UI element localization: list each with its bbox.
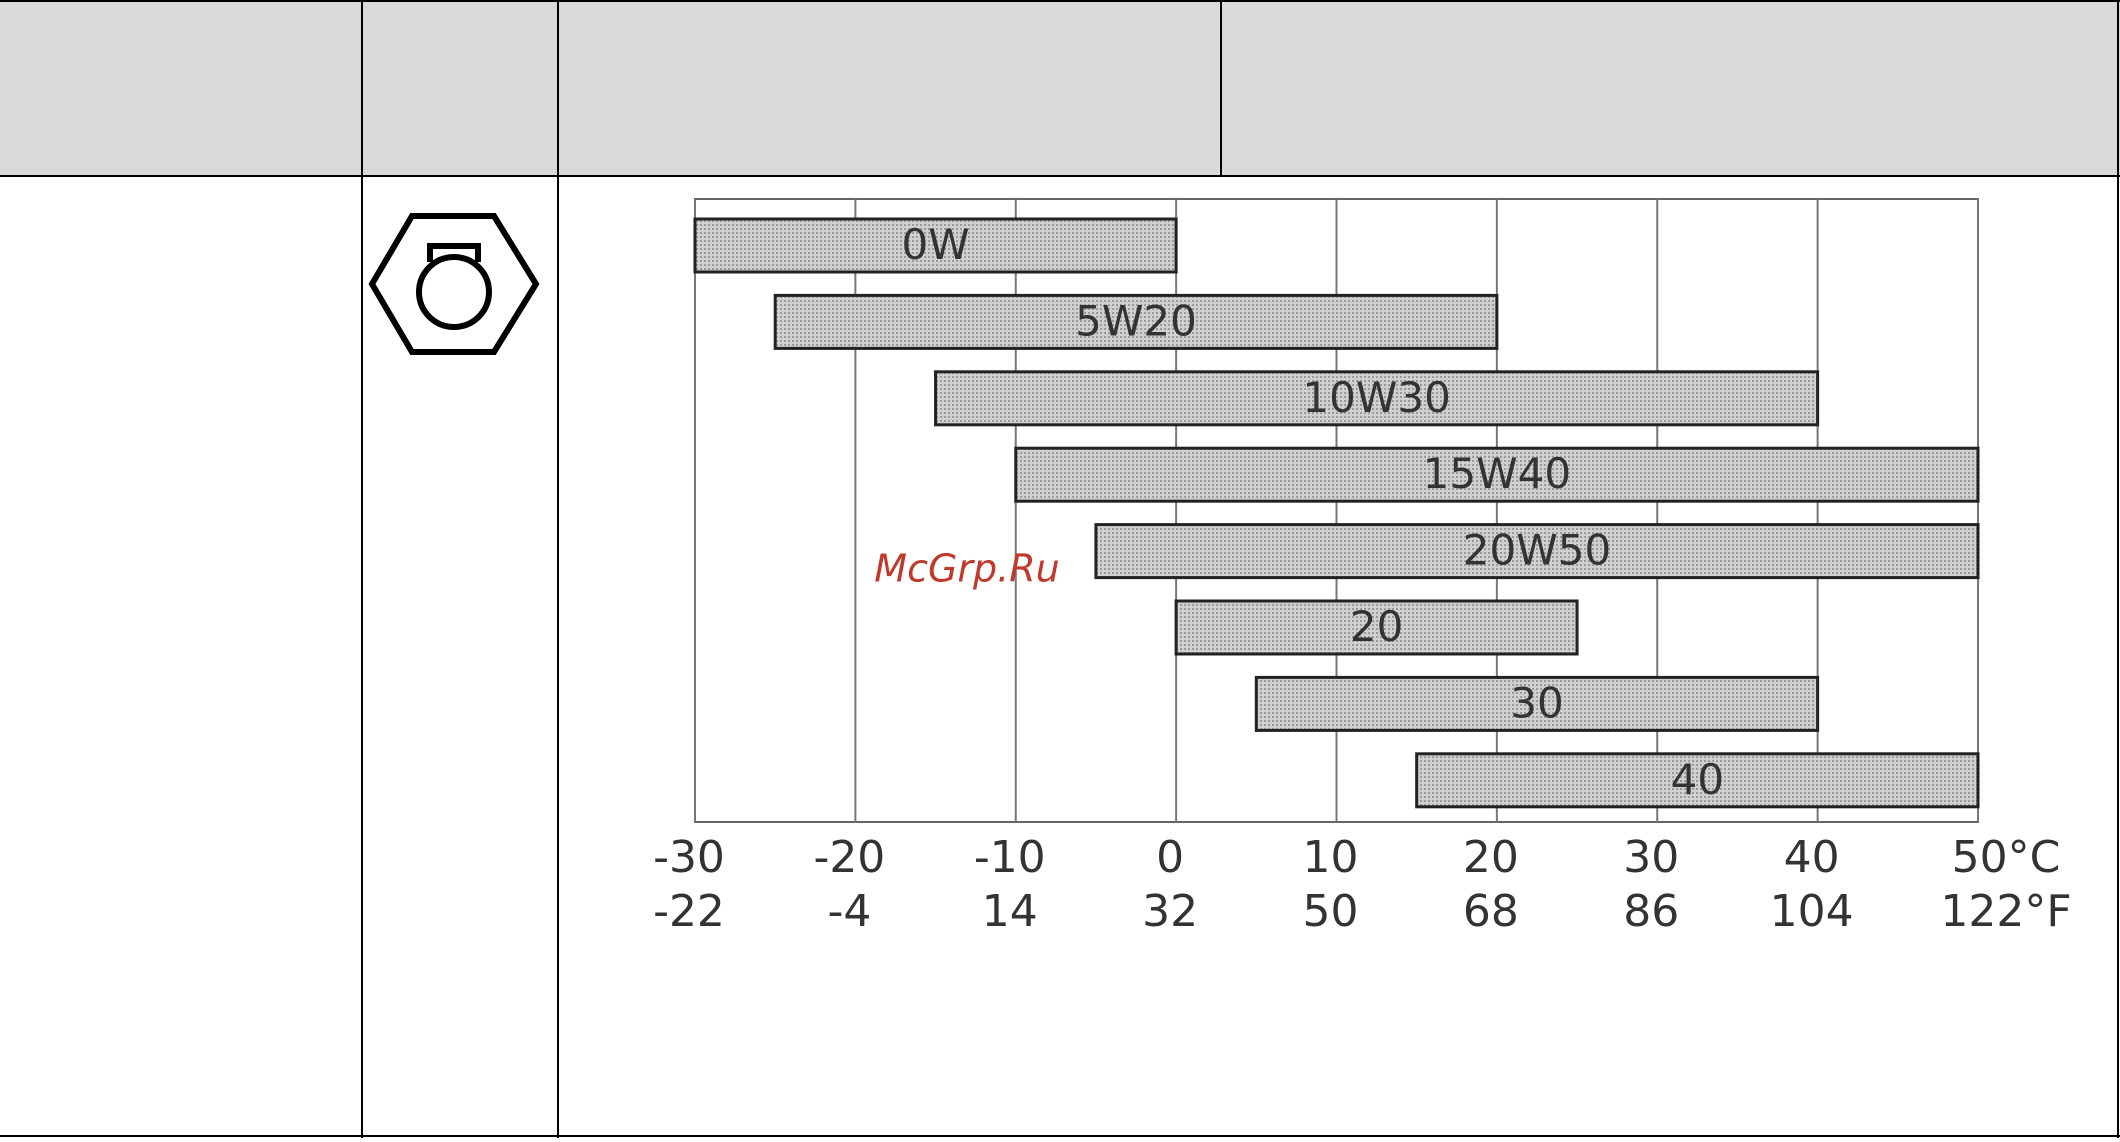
bar-label: 40 (1671, 755, 1724, 804)
watermark: McGrp.Ru (874, 547, 1059, 591)
header-row (0, 0, 2120, 176)
x2-tick-label: 122°F (1940, 886, 2071, 937)
x-tick-label: -30 (653, 832, 725, 883)
oil-icon (368, 213, 540, 355)
bar (693, 217, 1178, 274)
bar-label: 20 (1350, 602, 1403, 651)
bar-label: 20W50 (1463, 526, 1611, 575)
x2-tick-label: 50 (1303, 886, 1359, 937)
bar-label: 15W40 (1423, 449, 1571, 498)
x2-tick-label: 86 (1623, 886, 1679, 937)
x-tick-label: 40 (1784, 832, 1840, 883)
x2-tick-label: 104 (1770, 886, 1854, 937)
chart: -30 -20 -10 0 10 20 30 40 50°C -22 -4 14 32 50 68 86 104… (653, 198, 2072, 937)
bar (934, 370, 1820, 427)
bar-label: 10W30 (1302, 373, 1450, 422)
x-tick-label: -20 (813, 832, 885, 883)
bar-label: 30 (1510, 678, 1563, 727)
x2-tick-label: -4 (827, 886, 871, 937)
x2-tick-label: 68 (1463, 886, 1519, 937)
bar (1174, 599, 1579, 656)
bar-label: 0W (901, 220, 969, 269)
x-tick-label: 0 (1156, 832, 1184, 883)
bar (1014, 446, 1980, 503)
x-tick-label: 50°C (1952, 832, 2061, 883)
x2-tick-label: -22 (653, 886, 725, 937)
bar-label: 5W20 (1075, 296, 1197, 345)
x-tick-label: 10 (1303, 832, 1359, 883)
x2-tick-label: 14 (982, 886, 1038, 937)
bar (773, 293, 1499, 350)
x-tick-label: -10 (974, 832, 1046, 883)
bar (1254, 675, 1820, 732)
x2-tick-label: 32 (1142, 886, 1198, 937)
bar (1094, 523, 1980, 580)
bar (1415, 752, 1980, 809)
x-tick-label: 30 (1623, 832, 1679, 883)
x-tick-label: 20 (1463, 832, 1519, 883)
